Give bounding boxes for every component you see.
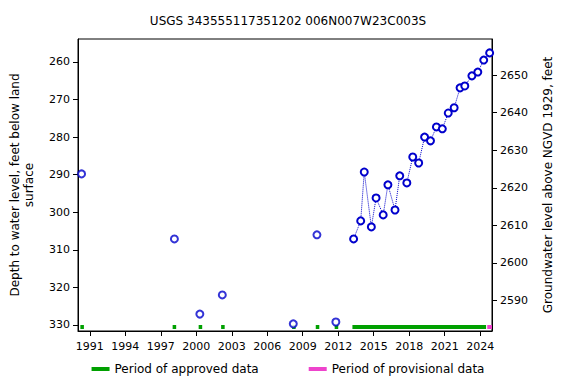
svg-text:1991: 1991 — [76, 340, 104, 353]
svg-text:260: 260 — [49, 55, 70, 68]
svg-text:2650: 2650 — [500, 69, 528, 82]
svg-text:2015: 2015 — [360, 340, 388, 353]
svg-text:2640: 2640 — [500, 106, 528, 119]
svg-text:2590: 2590 — [500, 294, 528, 307]
svg-text:2003: 2003 — [218, 340, 246, 353]
svg-text:1997: 1997 — [147, 340, 175, 353]
svg-text:1994: 1994 — [111, 340, 139, 353]
svg-text:2012: 2012 — [324, 340, 352, 353]
svg-text:2006: 2006 — [253, 340, 281, 353]
svg-text:2620: 2620 — [500, 181, 528, 194]
svg-text:2630: 2630 — [500, 144, 528, 157]
svg-text:Depth to water level, feet bel: Depth to water level, feet below land — [8, 73, 22, 296]
svg-text:Period of approved data: Period of approved data — [115, 362, 259, 376]
svg-text:310: 310 — [49, 243, 70, 256]
svg-text:2009: 2009 — [289, 340, 317, 353]
svg-text:2000: 2000 — [182, 340, 210, 353]
svg-text:Groundwater level above NGVD 1: Groundwater level above NGVD 1929, feet — [541, 56, 555, 313]
svg-text:330: 330 — [49, 318, 70, 331]
svg-text:2024: 2024 — [466, 340, 494, 353]
svg-text:USGS 343555117351202 006N007W2: USGS 343555117351202 006N007W23C003S — [150, 14, 426, 28]
svg-text:270: 270 — [49, 93, 70, 106]
svg-text:290: 290 — [49, 168, 70, 181]
svg-text:2610: 2610 — [500, 219, 528, 232]
svg-text:2021: 2021 — [431, 340, 459, 353]
svg-text:320: 320 — [49, 281, 70, 294]
svg-text:2018: 2018 — [395, 340, 423, 353]
svg-text:surface: surface — [22, 163, 36, 207]
svg-text:2600: 2600 — [500, 256, 528, 269]
svg-text:280: 280 — [49, 131, 70, 144]
svg-text:300: 300 — [49, 206, 70, 219]
svg-text:Period of provisional data: Period of provisional data — [332, 362, 485, 376]
